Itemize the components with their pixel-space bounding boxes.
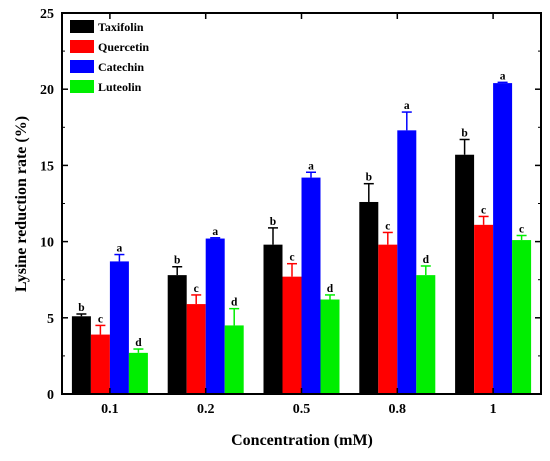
- significance-label: c: [481, 204, 486, 216]
- significance-label: b: [270, 216, 276, 228]
- significance-label: b: [461, 127, 467, 139]
- significance-label: c: [289, 252, 294, 264]
- bar-taxifolin: [263, 244, 283, 394]
- y-tick-label: 5: [47, 312, 54, 327]
- significance-label: a: [500, 70, 506, 82]
- significance-label: c: [385, 220, 390, 232]
- axes-group: 0 5 10 15 20 25 0.1 0.2 0.5 0.8 1: [40, 7, 542, 417]
- y-tick-label: 10: [40, 236, 54, 251]
- bar-quercetin: [378, 244, 398, 394]
- significance-label: a: [404, 100, 410, 112]
- y-tick-label: 0: [47, 388, 54, 403]
- x-tick-label: 0.2: [197, 402, 215, 417]
- bar-taxifolin: [359, 201, 379, 394]
- legend-label-catechin: Catechin: [98, 60, 144, 74]
- y-tick-label: 15: [40, 159, 54, 174]
- x-tick-label: 0.8: [389, 402, 407, 417]
- significance-label: a: [117, 243, 123, 255]
- bar-luteolin: [320, 299, 340, 394]
- legend-label-luteolin: Luteolin: [98, 80, 142, 94]
- bar-luteolin: [512, 240, 532, 394]
- significance-label: a: [212, 226, 218, 238]
- significance-label: d: [423, 254, 430, 266]
- legend: Taxifolin Quercetin Catechin Luteolin: [70, 20, 149, 94]
- legend-swatch-quercetin: [70, 40, 94, 53]
- legend-swatch-catechin: [70, 60, 94, 73]
- bar-catechin: [109, 261, 129, 394]
- bar-catechin: [397, 130, 417, 394]
- significance-label: d: [135, 337, 142, 349]
- y-tick-label: 20: [40, 83, 54, 98]
- bar-quercetin: [186, 304, 206, 394]
- x-tick-label: 1: [490, 402, 497, 417]
- significance-label: b: [78, 302, 84, 314]
- bar-quercetin: [474, 224, 494, 394]
- legend-label-quercetin: Quercetin: [98, 40, 149, 54]
- bar-luteolin: [224, 325, 244, 394]
- significance-label: c: [194, 283, 199, 295]
- bar-quercetin: [90, 334, 110, 394]
- bar-catechin: [205, 238, 225, 394]
- bar-taxifolin: [167, 275, 187, 394]
- x-tick-label: 0.1: [101, 402, 119, 417]
- x-tick-label: 0.5: [293, 402, 311, 417]
- bar-taxifolin: [455, 154, 475, 394]
- bar-taxifolin: [71, 316, 91, 394]
- legend-swatch-luteolin: [70, 80, 94, 93]
- significance-label: c: [519, 224, 524, 236]
- y-tick-label: 25: [40, 7, 54, 22]
- bar-quercetin: [282, 276, 302, 394]
- significance-label: b: [174, 255, 180, 267]
- significance-label: d: [327, 283, 334, 295]
- significance-label: b: [366, 172, 372, 184]
- x-axis-label: Concentration (mM): [231, 432, 373, 449]
- bar-catechin: [493, 83, 513, 394]
- bars-group: b b b b b c c c c c a a a a a d d d d c: [71, 70, 532, 394]
- significance-label: d: [231, 297, 238, 309]
- legend-swatch-taxifolin: [70, 20, 94, 33]
- significance-label: a: [308, 160, 314, 172]
- legend-label-taxifolin: Taxifolin: [98, 20, 144, 34]
- bar-catechin: [301, 177, 321, 394]
- y-axis-label: Lysine reduction rate (%): [13, 116, 30, 292]
- bar-luteolin: [128, 352, 148, 394]
- significance-label: c: [98, 313, 103, 325]
- bar-luteolin: [416, 275, 436, 394]
